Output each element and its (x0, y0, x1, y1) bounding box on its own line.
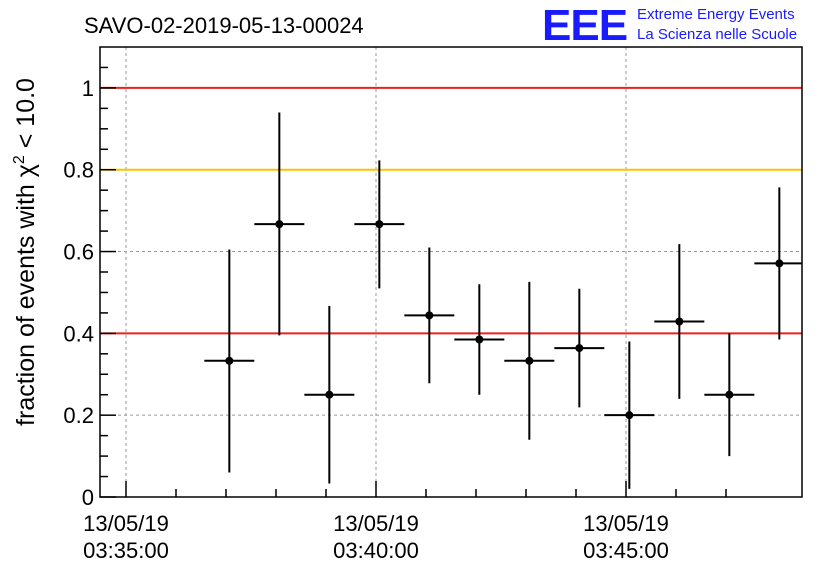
data-marker (275, 220, 284, 229)
eee-logo-line2: La Scienza nelle Scuole (637, 26, 797, 43)
y-tick-label: 0 (82, 485, 94, 510)
y-tick-label: 0.2 (63, 403, 94, 428)
data-point (254, 112, 305, 336)
data-marker (375, 220, 384, 229)
x-tick-label-date: 13/05/19 (583, 511, 669, 536)
y-axis-label-sup: 2 (11, 155, 28, 164)
data-marker (675, 317, 684, 326)
eee-logo-line1: Extreme Energy Events (637, 6, 795, 23)
grid (100, 47, 802, 497)
data-point (304, 305, 355, 484)
data-point (454, 284, 505, 395)
eee-logo: EEE Extreme Energy Events La Scienza nel… (542, 1, 797, 50)
axes: 00.20.40.60.8113/05/1903:35:0013/05/1903… (63, 46, 803, 563)
data-marker (775, 259, 784, 268)
x-tick-label-time: 03:40:00 (333, 538, 419, 563)
data-point (604, 341, 655, 489)
data-point (754, 187, 802, 340)
data-marker (475, 335, 484, 344)
data-point (404, 247, 455, 384)
data-point (654, 244, 705, 399)
x-tick-label-date: 13/05/19 (83, 511, 169, 536)
reference-lines (100, 86, 802, 335)
data-point (554, 288, 605, 408)
y-tick-label: 0.6 (63, 240, 94, 265)
data-marker (725, 390, 734, 399)
x-tick-label-time: 03:45:00 (583, 538, 669, 563)
data-points (204, 112, 802, 489)
chart-title: SAVO-02-2019-05-13-00024 (84, 13, 364, 38)
plot-frame (99, 46, 803, 498)
data-marker (325, 390, 334, 399)
data-point (204, 249, 255, 473)
eee-logo-mark: EEE (542, 1, 627, 50)
data-marker (425, 311, 434, 320)
data-point (504, 281, 555, 440)
data-marker (225, 356, 234, 365)
y-tick-label: 1 (82, 76, 94, 101)
x-tick-label-time: 03:35:00 (83, 538, 169, 563)
data-marker (575, 344, 584, 353)
data-marker (625, 411, 634, 420)
y-axis-label-prefix: fraction of events with χ (12, 164, 40, 426)
data-point (354, 160, 405, 289)
data-point (704, 333, 755, 457)
y-axis-label: fraction of events with χ2 < 10.0 (11, 78, 40, 426)
x-tick-label-date: 13/05/19 (333, 511, 419, 536)
y-tick-label: 0.8 (63, 158, 94, 183)
y-tick-label: 0.4 (63, 321, 94, 346)
y-axis-label-suffix: < 10.0 (12, 78, 40, 155)
data-marker (525, 356, 534, 365)
